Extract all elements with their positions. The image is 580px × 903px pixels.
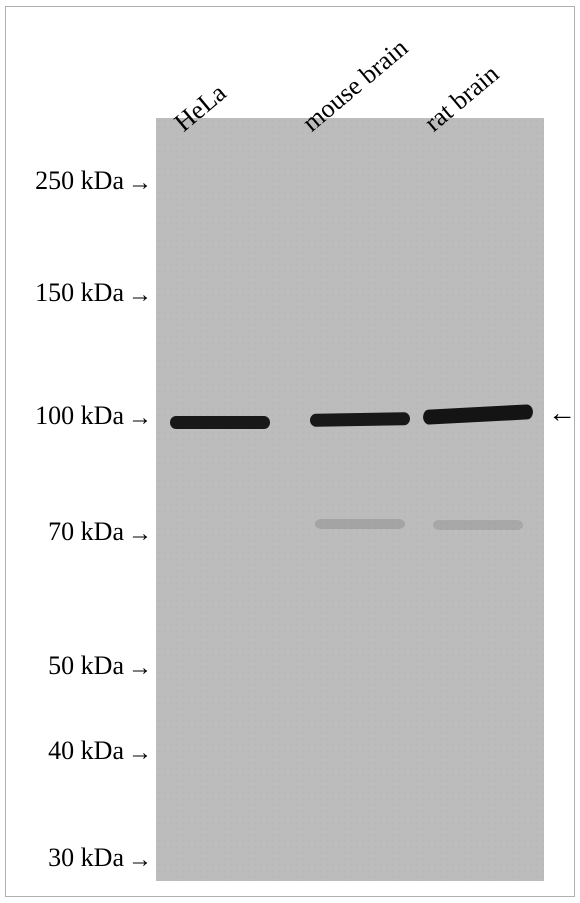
arrow-right-icon: →	[128, 740, 152, 767]
marker-label: 150 kDa→	[35, 278, 152, 308]
marker-text: 70 kDa	[48, 517, 124, 546]
marker-label: 50 kDa→	[48, 651, 152, 681]
arrow-right-icon: →	[128, 847, 152, 874]
blot-membrane	[156, 118, 544, 881]
faint-band	[433, 520, 523, 530]
target-arrow-icon: ←	[548, 398, 576, 430]
marker-label: 70 kDa→	[48, 517, 152, 547]
marker-label: 250 kDa→	[35, 166, 152, 196]
marker-label: 100 kDa→	[35, 401, 152, 431]
arrow-right-icon: →	[128, 170, 152, 197]
marker-text: 100 kDa	[35, 401, 124, 430]
arrow-right-icon: →	[128, 655, 152, 682]
arrow-right-icon: →	[128, 521, 152, 548]
faint-band	[315, 519, 405, 529]
marker-text: 30 kDa	[48, 843, 124, 872]
arrow-right-icon: →	[128, 405, 152, 432]
marker-text: 40 kDa	[48, 736, 124, 765]
protein-band	[310, 412, 410, 427]
marker-text: 150 kDa	[35, 278, 124, 307]
protein-band	[170, 416, 270, 429]
marker-text: 250 kDa	[35, 166, 124, 195]
marker-label: 40 kDa→	[48, 736, 152, 766]
arrow-right-icon: →	[128, 282, 152, 309]
blot-noise-overlay	[156, 118, 544, 881]
marker-label: 30 kDa→	[48, 843, 152, 873]
marker-text: 50 kDa	[48, 651, 124, 680]
